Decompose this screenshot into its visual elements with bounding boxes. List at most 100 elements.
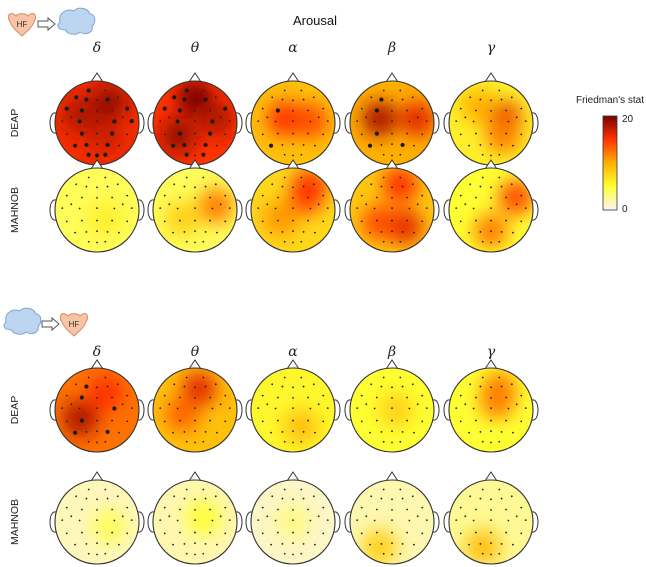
electrode [194, 419, 196, 422]
electrode [490, 430, 492, 433]
electrode [261, 506, 264, 509]
electrode [391, 498, 393, 501]
electrode [261, 107, 264, 110]
electrode [126, 194, 129, 197]
electrode [185, 488, 188, 491]
electrode [85, 543, 88, 545]
head-nose [90, 359, 104, 370]
electrode [87, 240, 90, 243]
electrode [214, 495, 217, 498]
electrode [490, 197, 492, 199]
activation-blob [198, 188, 234, 224]
electrode [126, 394, 129, 397]
electrode [65, 133, 68, 136]
brain-icon [3, 307, 42, 335]
electrode [194, 553, 196, 556]
electrode [292, 407, 294, 410]
electrode [408, 519, 411, 522]
electrode [270, 543, 272, 546]
electrode [500, 385, 503, 388]
electrode [455, 519, 458, 522]
electrode [380, 144, 383, 146]
electrode-significant [86, 88, 91, 93]
electrode [380, 185, 383, 188]
electrode-significant [79, 418, 84, 423]
electrode-significant [77, 119, 82, 124]
electrode [481, 240, 484, 243]
electrode [512, 144, 514, 147]
electrode-significant [74, 95, 79, 100]
electrode [481, 376, 484, 379]
electrode [375, 508, 378, 511]
electrode [257, 407, 260, 410]
electrode [459, 506, 462, 509]
electrode [209, 396, 212, 399]
electrode [322, 532, 325, 535]
activation-blob [62, 96, 98, 133]
electrode [96, 120, 98, 123]
row-label-mahnob: MAHNOB [9, 499, 21, 545]
activation-blob [464, 529, 501, 564]
activation-blob [91, 84, 128, 120]
head-ear-left [245, 511, 253, 533]
electrode [490, 509, 492, 511]
electrode [194, 407, 196, 410]
electrode [416, 116, 419, 119]
electrode-significant [94, 153, 100, 158]
electrode-significant [275, 108, 280, 113]
electrode [292, 99, 294, 102]
electrode [216, 543, 218, 546]
activation-blob [262, 200, 299, 237]
electrode [459, 133, 462, 136]
electrode [391, 207, 393, 210]
activation-blob [382, 168, 419, 203]
electrode [163, 220, 166, 223]
electrode [121, 403, 124, 406]
band-label: α [288, 40, 298, 56]
electrode [472, 519, 475, 522]
electrode [104, 440, 107, 443]
electrode [307, 132, 310, 135]
electrode [96, 531, 98, 534]
electrode-significant [177, 108, 182, 113]
electrode [391, 230, 393, 233]
electrode [194, 397, 196, 399]
head-ear-right [432, 399, 440, 421]
electrode [80, 531, 83, 534]
electrode [490, 397, 492, 399]
colorbar-max: 20 [622, 114, 634, 125]
electrode [490, 207, 492, 210]
electrode [498, 240, 501, 243]
electrode [314, 543, 316, 546]
electrode [382, 89, 385, 92]
electrode [490, 241, 492, 244]
electrode [78, 407, 81, 410]
head-ear-left [245, 112, 253, 134]
electrode [474, 219, 477, 222]
electrode [111, 531, 114, 534]
electrode [276, 531, 279, 534]
electrode [292, 430, 294, 433]
electrode [85, 431, 88, 433]
electrode [474, 419, 477, 422]
electrode [70, 203, 73, 206]
electrode [194, 143, 196, 146]
electrode [520, 107, 523, 110]
band-label: δ [93, 344, 101, 360]
electrode [111, 219, 114, 222]
electrode [512, 231, 514, 234]
electrode [85, 185, 88, 188]
topomap [147, 471, 243, 565]
electrode [302, 431, 305, 433]
head-nose [385, 72, 399, 83]
electrode [406, 109, 409, 112]
electrode [326, 120, 329, 123]
electrode [224, 532, 227, 535]
electrode [322, 220, 325, 223]
electrode [104, 89, 107, 92]
electrode [228, 120, 231, 123]
electrode [111, 109, 114, 112]
electrode [380, 497, 383, 500]
electrode [104, 176, 107, 179]
electrode [292, 498, 294, 501]
